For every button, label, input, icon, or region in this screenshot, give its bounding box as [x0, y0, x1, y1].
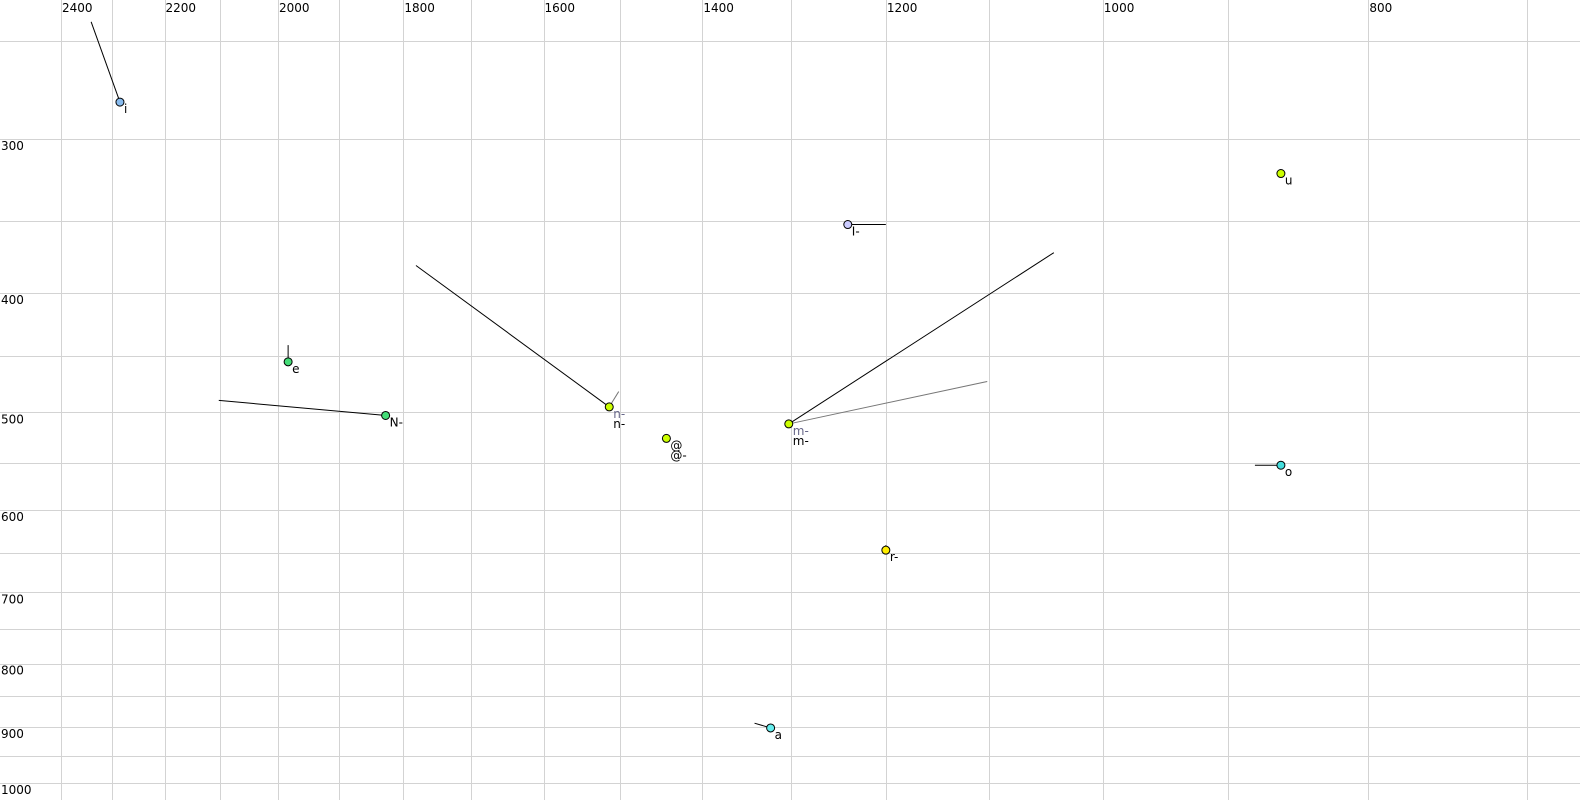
x-tick-label: 2000 [279, 1, 310, 15]
point-label: @ [670, 438, 682, 452]
trajectory-line [218, 399, 386, 416]
point-label: I- [852, 225, 860, 239]
point-label: n- [613, 407, 625, 421]
trajectories [90, 21, 1281, 729]
data-points: i e N-n-n- @@- m-m- I-u o r-a [115, 97, 1293, 742]
point-label: m- [793, 434, 809, 448]
x-tick-label: 1400 [703, 1, 734, 15]
y-tick-label: 1000 [1, 783, 32, 797]
data-point [784, 419, 794, 429]
x-tick-label: 1200 [887, 1, 918, 15]
trajectory-line [788, 252, 1055, 425]
data-point [766, 723, 776, 733]
point-label: @- [670, 448, 686, 462]
point-label: N- [390, 415, 403, 429]
point-label: e [292, 362, 299, 376]
x-tick-label: 2200 [166, 1, 197, 15]
point-label: m- [793, 424, 809, 438]
y-tick-label: 500 [1, 412, 24, 426]
data-point [1276, 169, 1286, 179]
data-point [115, 97, 125, 107]
trajectory-line [90, 21, 121, 103]
x-tick-label: 1000 [1104, 1, 1135, 15]
data-point [604, 402, 614, 412]
x-tick-label: 800 [1369, 1, 1392, 15]
tick-labels: 2400 2200 2000 1800 1600 1400 1200 1000 800 300 40… [1, 1, 1392, 797]
point-label: o [1285, 465, 1292, 479]
y-tick-label: 400 [1, 293, 24, 307]
trajectory-line [415, 265, 610, 408]
x-tick-label: 1600 [545, 1, 576, 15]
y-tick-label: 300 [1, 139, 24, 153]
data-point [881, 545, 891, 555]
data-point [283, 357, 293, 367]
y-tick-label: 700 [1, 592, 24, 606]
y-tick-label: 900 [1, 727, 24, 741]
y-tick-label: 800 [1, 664, 24, 678]
data-point [843, 220, 853, 230]
data-point [661, 433, 671, 443]
x-tick-label: 1800 [404, 1, 435, 15]
point-label: n- [613, 417, 625, 431]
point-label: a [775, 728, 782, 742]
x-tick-label: 2400 [62, 1, 93, 15]
trajectory-line [788, 380, 988, 425]
data-point [1276, 460, 1286, 470]
data-point [381, 410, 391, 420]
y-tick-label: 600 [1, 510, 24, 524]
point-label: r- [890, 550, 899, 564]
point-label: u [1285, 174, 1293, 188]
point-label: i [124, 102, 127, 116]
